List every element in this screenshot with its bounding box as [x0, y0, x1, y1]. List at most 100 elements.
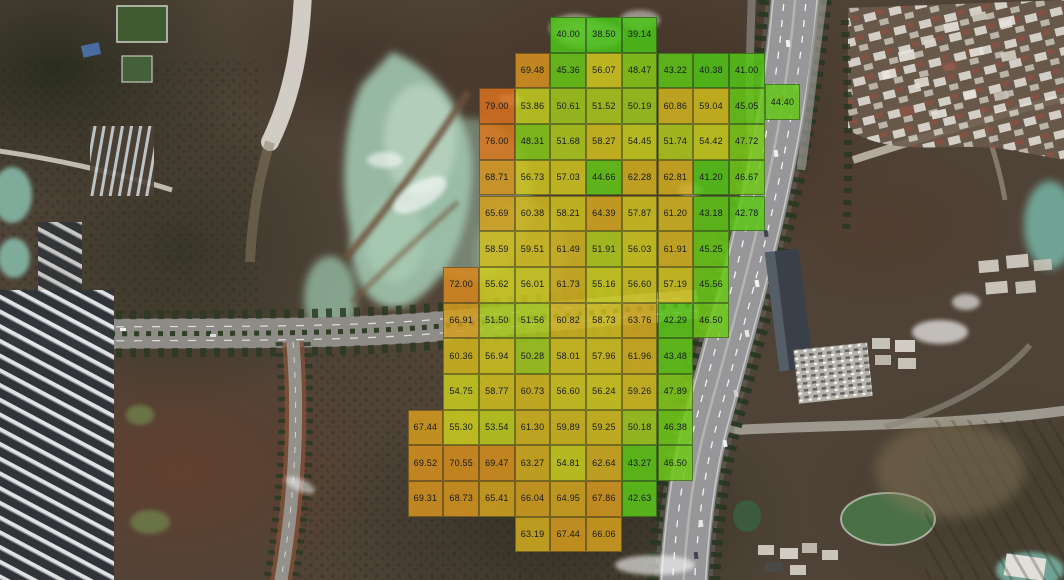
heatmap-cell[interactable]: 55.62 [479, 266, 515, 303]
heatmap-cell[interactable]: 63.27 [514, 445, 551, 482]
heatmap-cell[interactable]: 59.25 [586, 409, 622, 446]
heatmap-cell[interactable]: 55.16 [586, 266, 622, 303]
heatmap-cell[interactable]: 43.18 [693, 195, 729, 232]
heatmap-cell[interactable]: 43.48 [657, 338, 694, 374]
heatmap-cell[interactable]: 68.73 [443, 481, 479, 517]
heatmap-cell[interactable]: 76.00 [479, 124, 515, 160]
heatmap-cell[interactable]: 69.47 [479, 445, 515, 482]
heatmap-cell[interactable]: 63.76 [621, 302, 658, 339]
heatmap-cell[interactable]: 41.00 [728, 52, 765, 89]
heatmap-cell[interactable]: 56.94 [479, 338, 515, 374]
heatmap-cell[interactable]: 54.45 [621, 124, 658, 160]
heatmap-cell[interactable]: 51.68 [550, 124, 587, 160]
heatmap-cell[interactable]: 51.74 [657, 124, 694, 160]
heatmap-cell[interactable]: 43.27 [621, 445, 658, 482]
heatmap-cell[interactable]: 59.89 [550, 409, 587, 446]
heatmap-cell[interactable]: 56.60 [621, 266, 658, 303]
heatmap-cell[interactable]: 57.03 [550, 159, 587, 196]
heatmap-cell[interactable]: 61.49 [550, 231, 587, 267]
heatmap-cell[interactable]: 65.41 [479, 481, 515, 517]
heatmap-cell[interactable]: 46.38 [657, 409, 694, 446]
heatmap-cell[interactable]: 42.78 [728, 195, 765, 232]
heatmap-cell[interactable]: 47.89 [657, 374, 694, 410]
heatmap-cell[interactable]: 65.69 [479, 195, 515, 232]
heatmap-cell[interactable]: 60.73 [514, 374, 551, 410]
heatmap-cell[interactable]: 58.59 [479, 231, 515, 267]
heatmap-cell[interactable]: 67.86 [586, 481, 622, 517]
heatmap-cell[interactable]: 67.44 [407, 409, 444, 446]
heatmap-cell[interactable]: 61.96 [621, 338, 658, 374]
heatmap-cell[interactable]: 58.01 [550, 338, 587, 374]
heatmap-cell[interactable]: 66.04 [514, 481, 551, 517]
heatmap-cell[interactable]: 63.19 [514, 516, 551, 553]
heatmap-cell[interactable]: 61.91 [657, 231, 694, 267]
heatmap-cell[interactable]: 60.36 [443, 338, 479, 374]
heatmap-cell[interactable]: 55.30 [443, 409, 479, 446]
heatmap-cell[interactable]: 61.20 [657, 195, 694, 232]
heatmap-cell[interactable]: 51.52 [586, 88, 622, 125]
heatmap-cell[interactable]: 46.67 [728, 159, 765, 196]
heatmap-cell[interactable]: 40.00 [550, 17, 587, 53]
heatmap-cell[interactable]: 54.75 [443, 374, 479, 410]
heatmap-cell[interactable]: 58.73 [586, 302, 622, 339]
heatmap-cell[interactable]: 69.31 [407, 481, 444, 517]
heatmap-cell[interactable]: 68.71 [479, 159, 515, 196]
heatmap-cell[interactable]: 45.56 [693, 266, 729, 303]
heatmap-cell[interactable]: 57.87 [621, 195, 658, 232]
heatmap-cell[interactable]: 44.66 [586, 159, 622, 196]
heatmap-cell[interactable]: 69.48 [514, 52, 551, 89]
heatmap-cell[interactable]: 57.19 [657, 266, 694, 303]
heatmap-cell[interactable]: 54.42 [693, 124, 729, 160]
heatmap-cell[interactable]: 62.28 [621, 159, 658, 196]
heatmap-cell[interactable]: 51.56 [514, 302, 551, 339]
heatmap-cell[interactable]: 50.18 [621, 409, 658, 446]
heatmap-cell[interactable]: 72.00 [443, 266, 479, 303]
heatmap-cell[interactable]: 50.28 [514, 338, 551, 374]
heatmap-cell[interactable]: 56.03 [621, 231, 658, 267]
heatmap-cell[interactable]: 45.36 [550, 52, 587, 89]
heatmap-cell[interactable]: 50.61 [550, 88, 587, 125]
heatmap-cell[interactable]: 56.73 [514, 159, 551, 196]
heatmap-cell[interactable]: 59.04 [693, 88, 729, 125]
heatmap-cell[interactable]: 64.95 [550, 481, 587, 517]
heatmap-cell[interactable]: 66.91 [443, 302, 479, 339]
heatmap-cell[interactable]: 50.19 [621, 88, 658, 125]
heatmap-cell[interactable]: 60.38 [514, 195, 551, 232]
heatmap-cell[interactable]: 58.77 [479, 374, 515, 410]
heatmap-cell[interactable]: 56.07 [586, 52, 622, 89]
heatmap-cell[interactable]: 53.86 [514, 88, 551, 125]
heatmap-cell[interactable]: 47.72 [728, 124, 765, 160]
heatmap-cell[interactable]: 42.63 [621, 481, 658, 517]
heatmap-cell[interactable]: 51.50 [479, 302, 515, 339]
heatmap-cell[interactable]: 45.25 [693, 231, 729, 267]
heatmap-cell[interactable]: 46.50 [657, 445, 694, 482]
heatmap-cell[interactable]: 54.81 [550, 445, 587, 482]
heatmap-cell[interactable]: 60.82 [550, 302, 587, 339]
heatmap-cell[interactable]: 67.44 [550, 516, 587, 553]
heatmap-cell[interactable]: 66.06 [586, 516, 622, 553]
heatmap-cell[interactable]: 39.14 [621, 17, 658, 53]
heatmap-cell[interactable]: 40.38 [693, 52, 729, 89]
heatmap-cell[interactable]: 53.54 [479, 409, 515, 446]
heatmap-cell[interactable]: 79.00 [479, 88, 515, 125]
heatmap-cell[interactable]: 59.51 [514, 231, 551, 267]
heatmap-cell[interactable]: 41.20 [693, 159, 729, 196]
heatmap-cell[interactable]: 62.64 [586, 445, 622, 482]
heatmap-cell[interactable]: 56.60 [550, 374, 587, 410]
heatmap-cell[interactable]: 38.50 [586, 17, 622, 53]
heatmap-cell[interactable]: 58.27 [586, 124, 622, 160]
heatmap-cell[interactable]: 59.26 [621, 374, 658, 410]
heatmap-cell[interactable]: 69.52 [407, 445, 444, 482]
heatmap-cell[interactable]: 61.30 [514, 409, 551, 446]
heatmap-cell[interactable]: 43.22 [657, 52, 694, 89]
heatmap-cell[interactable]: 56.01 [514, 266, 551, 303]
heatmap-cell[interactable]: 57.96 [586, 338, 622, 374]
heatmap-cell[interactable]: 62.81 [657, 159, 694, 196]
heatmap-cell[interactable]: 56.24 [586, 374, 622, 410]
heatmap-cell[interactable]: 51.91 [586, 231, 622, 267]
heatmap-cell[interactable]: 70.55 [443, 445, 479, 482]
heatmap-cell[interactable]: 60.86 [657, 88, 694, 125]
heatmap-cell[interactable]: 44.40 [764, 84, 801, 121]
heatmap-cell[interactable]: 46.50 [693, 302, 729, 339]
